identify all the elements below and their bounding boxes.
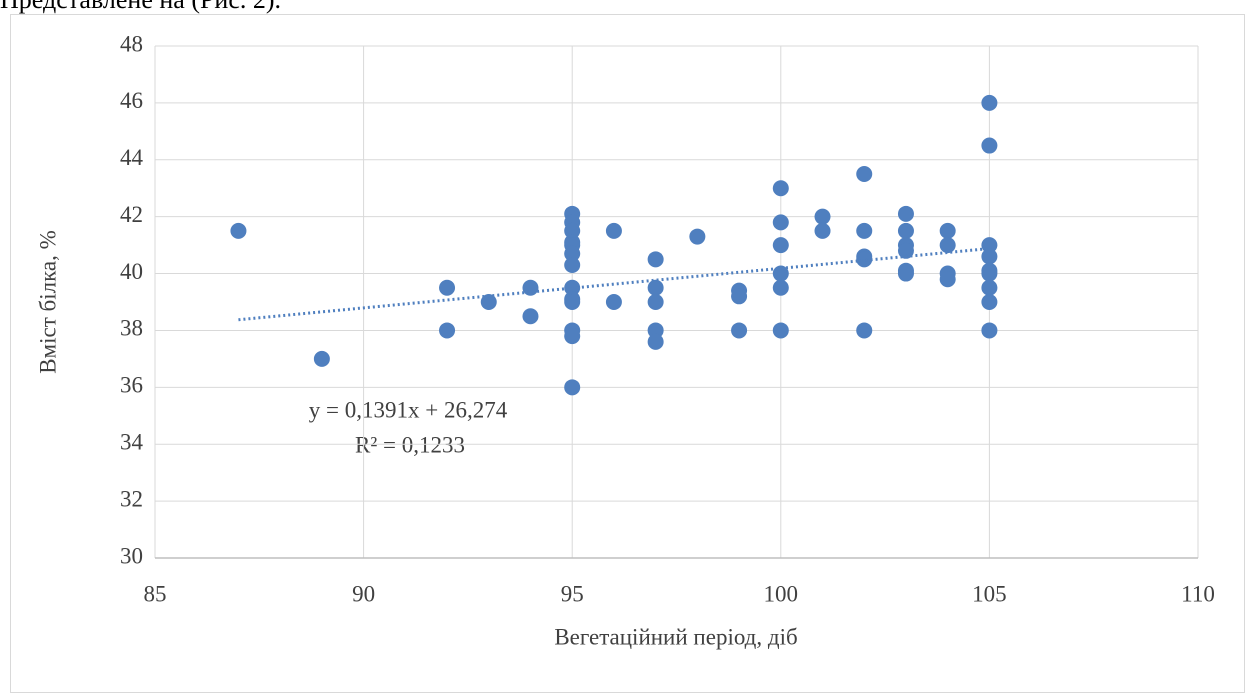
y-tick-label: 46 xyxy=(120,88,143,113)
trendline xyxy=(238,247,990,322)
point xyxy=(522,308,539,325)
x-tick-label: 90 xyxy=(352,581,375,606)
y-tick-label: 38 xyxy=(120,316,143,341)
point xyxy=(605,294,622,310)
point xyxy=(564,379,581,396)
y-tick-label: 30 xyxy=(120,543,143,568)
preceding-text: Представлене на (Рис. 2). xyxy=(0,0,281,14)
point xyxy=(564,257,581,274)
y-tick-label: 34 xyxy=(120,430,144,455)
point xyxy=(981,322,998,339)
x-tick-label: 110 xyxy=(1181,581,1215,606)
point xyxy=(772,237,789,254)
point xyxy=(856,251,873,268)
point xyxy=(856,166,873,182)
chart-frame xyxy=(10,14,1245,693)
point xyxy=(814,208,831,225)
point xyxy=(647,294,664,310)
point xyxy=(689,228,706,245)
point xyxy=(564,294,581,310)
x-tick-label: 100 xyxy=(764,581,799,606)
x-tick-label: 105 xyxy=(972,581,1007,606)
point xyxy=(856,222,873,239)
point xyxy=(313,350,330,367)
y-tick-label: 42 xyxy=(120,202,143,227)
point xyxy=(731,322,748,339)
point xyxy=(897,222,914,239)
x-axis-label: Вегетаційний період, діб xyxy=(554,624,797,649)
point xyxy=(480,294,497,310)
point xyxy=(981,294,998,310)
point xyxy=(772,180,789,197)
y-axis-label: Вміст білка, % xyxy=(35,230,60,374)
point xyxy=(897,265,914,282)
trend-r2: R² = 0,1233 xyxy=(355,432,465,457)
y-tick-label: 44 xyxy=(120,145,144,170)
point xyxy=(981,265,998,282)
point xyxy=(939,237,956,254)
point xyxy=(772,214,789,231)
point xyxy=(522,279,539,296)
point xyxy=(647,322,664,339)
point xyxy=(605,222,622,239)
point xyxy=(981,279,998,296)
point xyxy=(981,248,998,265)
y-tick-label: 40 xyxy=(120,259,143,284)
x-tick-label: 85 xyxy=(144,581,167,606)
point xyxy=(731,288,748,305)
point xyxy=(647,251,664,268)
point xyxy=(439,279,456,296)
point xyxy=(647,279,664,296)
point xyxy=(897,205,914,222)
point xyxy=(564,222,581,239)
point xyxy=(897,242,914,259)
point xyxy=(939,271,956,288)
point xyxy=(439,322,456,339)
y-tick-label: 48 xyxy=(120,31,143,56)
point xyxy=(981,94,998,111)
point xyxy=(939,222,956,239)
point xyxy=(564,328,581,345)
trend-equation: y = 0,1391x + 26,274 xyxy=(309,397,508,422)
y-tick-label: 36 xyxy=(120,373,143,398)
point xyxy=(230,222,247,239)
point xyxy=(772,279,789,296)
x-tick-label: 95 xyxy=(561,581,584,606)
point xyxy=(814,222,831,239)
point xyxy=(564,245,581,262)
point xyxy=(981,137,998,154)
y-tick-label: 32 xyxy=(120,486,143,511)
point xyxy=(647,333,664,350)
point xyxy=(772,322,789,339)
point xyxy=(856,322,873,339)
